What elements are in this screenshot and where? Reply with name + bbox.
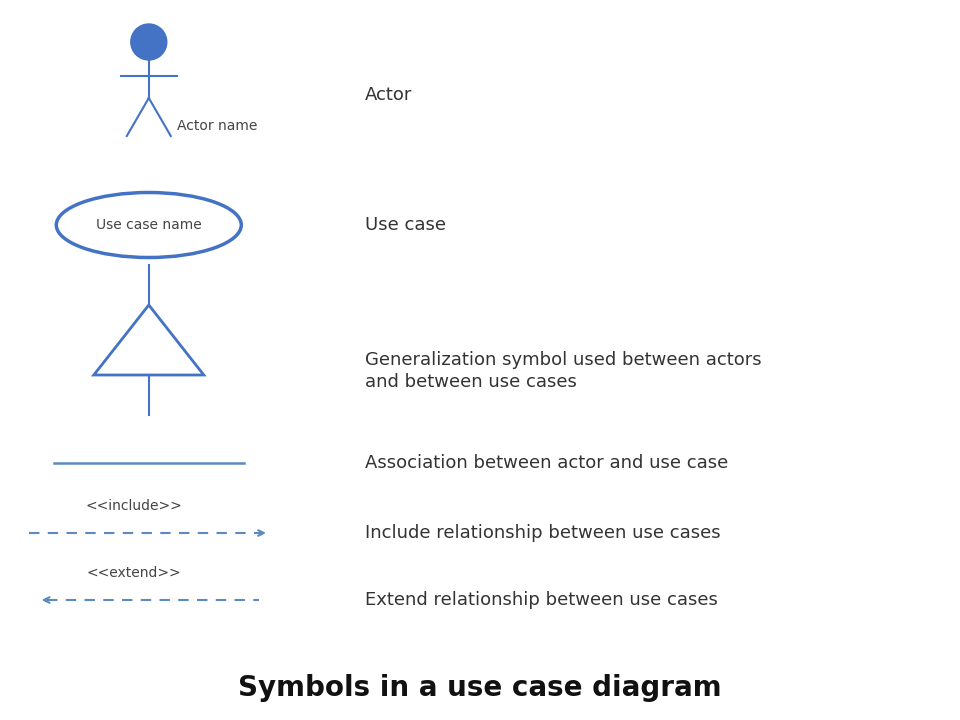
Text: Use case: Use case bbox=[365, 216, 445, 234]
Text: Include relationship between use cases: Include relationship between use cases bbox=[365, 524, 720, 542]
Text: Actor name: Actor name bbox=[177, 119, 257, 133]
Text: Generalization symbol used between actors: Generalization symbol used between actor… bbox=[365, 351, 761, 369]
Text: Symbols in a use case diagram: Symbols in a use case diagram bbox=[238, 674, 722, 702]
Polygon shape bbox=[94, 305, 204, 375]
Text: <<extend>>: <<extend>> bbox=[86, 566, 181, 580]
Text: Extend relationship between use cases: Extend relationship between use cases bbox=[365, 591, 718, 609]
Ellipse shape bbox=[57, 192, 241, 258]
Text: Association between actor and use case: Association between actor and use case bbox=[365, 454, 728, 472]
Text: <<include>>: <<include>> bbox=[85, 499, 182, 513]
Text: and between use cases: and between use cases bbox=[365, 373, 577, 391]
Text: Actor: Actor bbox=[365, 86, 412, 104]
Text: Use case name: Use case name bbox=[96, 218, 202, 232]
Circle shape bbox=[131, 24, 167, 60]
